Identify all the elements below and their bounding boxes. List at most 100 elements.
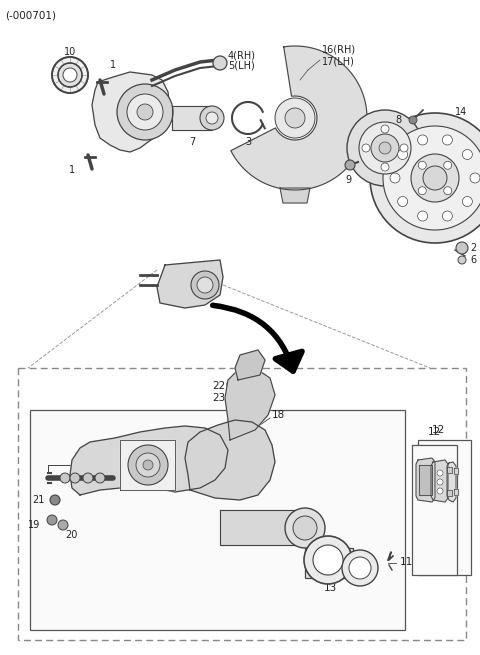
- Circle shape: [293, 516, 317, 540]
- Circle shape: [470, 173, 480, 183]
- Bar: [305, 548, 353, 578]
- Polygon shape: [447, 490, 452, 496]
- Circle shape: [456, 242, 468, 254]
- Circle shape: [304, 536, 352, 584]
- Text: 8: 8: [395, 115, 401, 125]
- Circle shape: [390, 173, 400, 183]
- Polygon shape: [454, 489, 458, 495]
- Polygon shape: [231, 46, 367, 190]
- Circle shape: [462, 149, 472, 159]
- Polygon shape: [419, 465, 432, 495]
- Polygon shape: [172, 106, 212, 130]
- Circle shape: [313, 545, 343, 575]
- Text: 12: 12: [432, 425, 444, 435]
- Circle shape: [397, 149, 408, 159]
- Polygon shape: [92, 72, 170, 152]
- Circle shape: [359, 122, 411, 174]
- Text: 11: 11: [400, 557, 413, 567]
- Circle shape: [458, 256, 466, 264]
- Text: 1: 1: [110, 60, 116, 70]
- Circle shape: [418, 135, 428, 145]
- Polygon shape: [70, 426, 228, 495]
- Circle shape: [275, 98, 315, 138]
- Text: 9: 9: [345, 175, 351, 185]
- Text: 2: 2: [470, 243, 476, 253]
- Text: 23(LH): 23(LH): [213, 392, 247, 402]
- Polygon shape: [447, 467, 452, 473]
- Bar: [30, 410, 405, 630]
- Circle shape: [443, 135, 452, 145]
- Circle shape: [381, 125, 389, 133]
- Circle shape: [50, 495, 60, 505]
- Text: (-000701): (-000701): [5, 10, 56, 20]
- Text: 14: 14: [455, 107, 467, 117]
- Circle shape: [349, 557, 371, 579]
- Circle shape: [383, 126, 480, 230]
- Circle shape: [342, 550, 378, 586]
- Circle shape: [362, 144, 370, 152]
- Text: 18: 18: [272, 410, 285, 420]
- Bar: [418, 440, 471, 575]
- Bar: [415, 445, 457, 570]
- Text: 22(RH): 22(RH): [212, 380, 248, 390]
- Text: 6: 6: [470, 255, 476, 265]
- Circle shape: [423, 166, 447, 190]
- Circle shape: [379, 142, 391, 154]
- Circle shape: [285, 508, 325, 548]
- Circle shape: [70, 473, 80, 483]
- Circle shape: [397, 196, 408, 206]
- Circle shape: [47, 515, 57, 525]
- Polygon shape: [416, 458, 435, 502]
- Circle shape: [197, 277, 213, 293]
- Circle shape: [444, 187, 452, 195]
- Circle shape: [83, 473, 93, 483]
- Circle shape: [200, 106, 224, 130]
- Circle shape: [58, 63, 82, 87]
- Text: 16(RH): 16(RH): [322, 45, 356, 55]
- Text: 12: 12: [427, 427, 441, 437]
- Text: 1: 1: [69, 165, 75, 175]
- Text: 4(RH): 4(RH): [228, 50, 256, 60]
- Circle shape: [462, 196, 472, 206]
- Text: 15: 15: [73, 453, 86, 463]
- Circle shape: [345, 160, 355, 170]
- Circle shape: [347, 110, 423, 186]
- Bar: [18, 368, 466, 640]
- Text: 5(LH): 5(LH): [228, 61, 255, 71]
- Circle shape: [370, 113, 480, 243]
- Circle shape: [418, 161, 426, 169]
- Text: 13: 13: [324, 583, 336, 593]
- Circle shape: [127, 94, 163, 130]
- Bar: [412, 445, 457, 575]
- Circle shape: [128, 445, 168, 485]
- Polygon shape: [280, 188, 310, 203]
- Circle shape: [285, 108, 305, 128]
- Text: 7: 7: [189, 137, 195, 147]
- Polygon shape: [447, 462, 456, 502]
- Text: 3: 3: [245, 137, 251, 147]
- Circle shape: [411, 154, 459, 202]
- Circle shape: [143, 460, 153, 470]
- Polygon shape: [431, 460, 448, 502]
- Polygon shape: [120, 440, 175, 490]
- Polygon shape: [454, 468, 458, 474]
- Circle shape: [58, 520, 68, 530]
- Circle shape: [206, 112, 218, 124]
- Circle shape: [437, 470, 443, 476]
- Circle shape: [418, 187, 426, 195]
- Circle shape: [444, 161, 452, 169]
- Circle shape: [409, 116, 417, 124]
- Text: 19: 19: [28, 520, 40, 530]
- Bar: [418, 445, 460, 570]
- Circle shape: [137, 104, 153, 120]
- Text: 17(LH): 17(LH): [322, 57, 355, 67]
- Circle shape: [117, 84, 173, 140]
- Circle shape: [52, 57, 88, 93]
- Text: 21: 21: [33, 495, 45, 505]
- Text: 20: 20: [65, 530, 77, 540]
- Circle shape: [60, 473, 70, 483]
- Circle shape: [63, 68, 77, 82]
- Circle shape: [437, 479, 443, 485]
- Polygon shape: [185, 420, 275, 500]
- FancyArrowPatch shape: [213, 305, 302, 371]
